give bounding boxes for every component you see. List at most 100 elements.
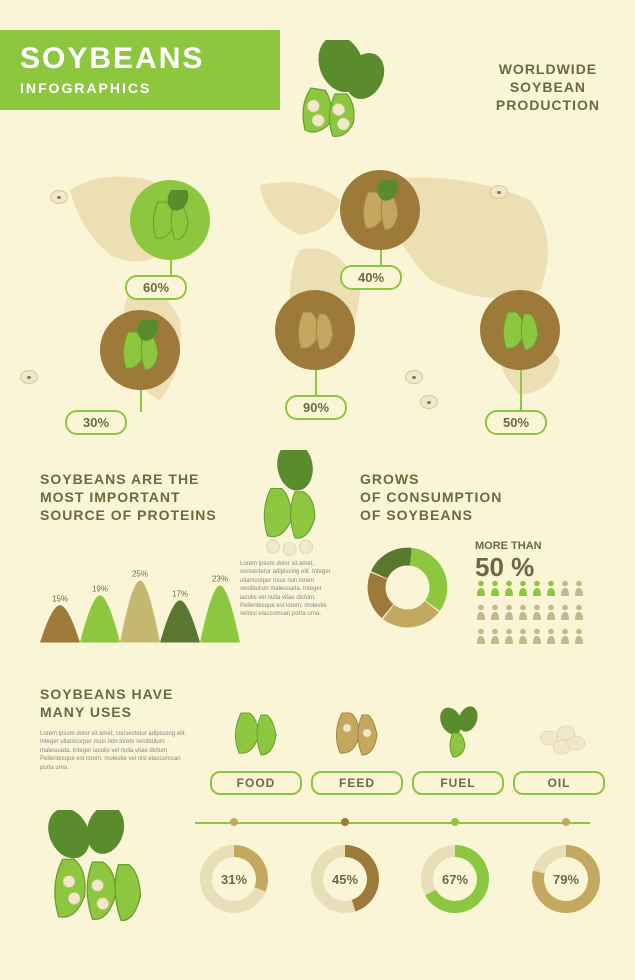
connector-line — [520, 370, 522, 412]
use-label: OIL — [513, 771, 605, 795]
map-badge — [275, 290, 355, 370]
more-than-text: MORE THAN — [475, 540, 542, 552]
donut-dot — [562, 818, 570, 826]
soybean-center-icon — [240, 450, 350, 560]
person-icon — [545, 628, 557, 649]
soybean-bottom-icon — [30, 810, 160, 940]
svg-text:31%: 31% — [221, 872, 247, 887]
donut-track-line — [195, 822, 590, 824]
connector-line — [315, 370, 317, 397]
person-icon — [517, 580, 529, 601]
people-grid — [475, 580, 585, 649]
area-label: 17% — [172, 589, 188, 598]
area-label: 23% — [212, 574, 228, 583]
person-icon — [503, 628, 515, 649]
bean-icon — [420, 395, 438, 409]
svg-text:45%: 45% — [332, 872, 358, 887]
area-peak — [40, 605, 80, 642]
map-badge — [480, 290, 560, 370]
proteins-lorem: Lorem ipsum dolor sit amet, consectetur … — [240, 560, 335, 619]
map-pct-label: 60% — [125, 275, 187, 300]
more-than-label: MORE THAN 50 % — [475, 540, 542, 583]
person-icon — [475, 580, 487, 601]
person-icon — [503, 604, 515, 625]
area-peak — [160, 600, 200, 642]
mini-donut: 67% — [416, 840, 494, 918]
use-illustration — [513, 700, 605, 765]
area-chart: 15% 19% 25% 17% 23% — [40, 555, 240, 650]
header-band: SOYBEANS INFOGRAPHICS — [0, 30, 280, 110]
person-icon — [573, 604, 585, 625]
map-pct-label: 90% — [285, 395, 347, 420]
map-badge — [100, 310, 180, 390]
person-icon — [573, 580, 585, 601]
person-icon — [517, 604, 529, 625]
use-label: FUEL — [412, 771, 504, 795]
connector-line — [140, 390, 142, 412]
person-icon — [517, 628, 529, 649]
person-icon — [475, 604, 487, 625]
worldwide-title: WORLDWIDESOYBEANPRODUCTION — [496, 60, 600, 115]
donut-segment — [408, 548, 448, 611]
person-icon — [573, 628, 585, 649]
map-pct-label: 50% — [485, 410, 547, 435]
soybean-hero-icon — [275, 40, 395, 160]
bean-icon — [20, 370, 38, 384]
use-card: FUEL — [412, 700, 504, 795]
use-card: OIL — [513, 700, 605, 795]
person-icon — [503, 580, 515, 601]
map-pct-label: 30% — [65, 410, 127, 435]
mini-donut: 31% — [195, 840, 273, 918]
donut-row: 31% 45% 67% 79% — [195, 840, 605, 918]
map-pct-label: 40% — [340, 265, 402, 290]
area-peak — [200, 585, 240, 642]
person-icon — [475, 628, 487, 649]
map-badge — [340, 170, 420, 250]
area-peak — [80, 595, 120, 642]
area-label: 25% — [132, 570, 148, 579]
area-label: 15% — [52, 594, 68, 603]
use-card: FOOD — [210, 700, 302, 795]
svg-text:79%: 79% — [553, 872, 579, 887]
area-label: 19% — [92, 584, 108, 593]
person-icon — [559, 580, 571, 601]
use-cards-row: FOOD FEED FUEL OIL — [210, 700, 605, 795]
main-title: SOYBEANS — [20, 42, 260, 76]
map-badge — [130, 180, 210, 260]
donut-dot — [451, 818, 459, 826]
consumption-donut — [360, 540, 455, 635]
svg-text:67%: 67% — [442, 872, 468, 887]
use-card: FEED — [311, 700, 403, 795]
more-than-value: 50 % — [475, 552, 542, 583]
world-map-section: 60% 40% 30% 90% 50% — [30, 160, 605, 430]
person-icon — [559, 604, 571, 625]
donut-segment — [371, 548, 412, 579]
person-icon — [531, 604, 543, 625]
person-icon — [531, 580, 543, 601]
use-illustration — [311, 700, 403, 765]
person-icon — [489, 628, 501, 649]
donut-dot — [230, 818, 238, 826]
use-illustration — [210, 700, 302, 765]
person-icon — [559, 628, 571, 649]
main-subtitle: INFOGRAPHICS — [20, 80, 260, 96]
person-icon — [545, 604, 557, 625]
consumption-section: GROWSOF CONSUMPTIONOF SOYBEANS — [360, 470, 600, 525]
consumption-title: GROWSOF CONSUMPTIONOF SOYBEANS — [360, 470, 600, 525]
person-icon — [531, 628, 543, 649]
use-label: FEED — [311, 771, 403, 795]
uses-title: SOYBEANS HAVEMANY USES — [40, 685, 220, 721]
use-label: FOOD — [210, 771, 302, 795]
mini-donut: 79% — [527, 840, 605, 918]
uses-lorem: Lorem ipsum dolor sit amet, consectetur … — [40, 730, 190, 772]
uses-section: SOYBEANS HAVEMANY USES — [40, 685, 220, 721]
person-icon — [489, 580, 501, 601]
bean-icon — [490, 185, 508, 199]
person-icon — [489, 604, 501, 625]
bean-icon — [50, 190, 68, 204]
bean-icon — [405, 370, 423, 384]
use-illustration — [412, 700, 504, 765]
person-icon — [545, 580, 557, 601]
donut-dot — [341, 818, 349, 826]
mini-donut: 45% — [306, 840, 384, 918]
